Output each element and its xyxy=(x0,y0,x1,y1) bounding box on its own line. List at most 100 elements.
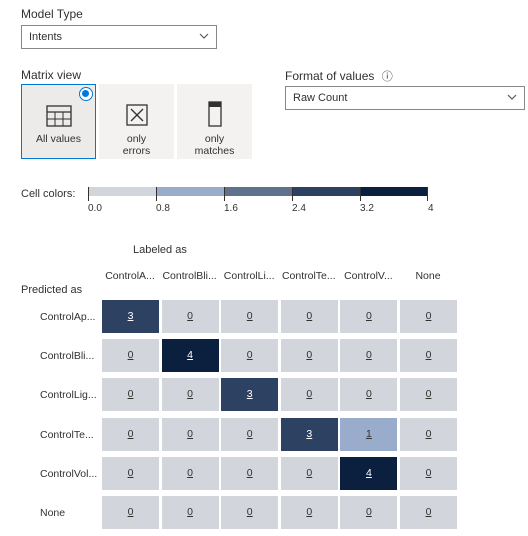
format-of-values-dropdown[interactable]: Raw Count xyxy=(285,86,525,110)
only-matches-line1: only xyxy=(204,133,225,145)
matrix-cell[interactable]: 3 xyxy=(102,300,159,333)
matrix-cell-value[interactable]: 0 xyxy=(246,310,253,322)
matrix-cell-value[interactable]: 3 xyxy=(306,427,313,440)
color-scale-swatch xyxy=(360,187,428,196)
matrix-cell[interactable]: 3 xyxy=(280,417,338,451)
matrix-cell[interactable]: 0 xyxy=(102,417,159,451)
matrix-cell[interactable]: 1 xyxy=(340,417,398,451)
matrix-cell[interactable]: 0 xyxy=(280,339,338,373)
matrix-cell[interactable]: 0 xyxy=(102,339,159,373)
matrix-view-label: Matrix view xyxy=(21,68,82,82)
matrix-cell-value[interactable]: 0 xyxy=(306,310,313,322)
matrix-cell[interactable]: 0 xyxy=(280,378,338,412)
matrix-cell-value[interactable]: 0 xyxy=(425,506,432,518)
all-values-option[interactable]: All values xyxy=(21,84,96,159)
model-type-dropdown[interactable]: Intents xyxy=(21,25,217,49)
matrix-cell-value[interactable]: 4 xyxy=(187,349,194,362)
matrix-cell[interactable]: 0 xyxy=(400,496,457,529)
matrix-cell-value[interactable]: 0 xyxy=(187,506,194,518)
matrix-cell-value[interactable]: 1 xyxy=(365,427,372,440)
matrix-cell[interactable]: 0 xyxy=(280,496,338,529)
matrix-cell-value[interactable]: 3 xyxy=(246,388,253,401)
matrix-cell-value[interactable]: 0 xyxy=(425,349,432,362)
matrix-cell[interactable]: 0 xyxy=(280,300,338,333)
matrix-cell[interactable]: 0 xyxy=(161,378,219,412)
row-header: ControlVol... xyxy=(40,467,98,480)
matrix-cell[interactable]: 0 xyxy=(161,496,219,529)
matrix-cell[interactable]: 4 xyxy=(340,456,398,490)
matrix-cell-value[interactable]: 0 xyxy=(365,349,372,362)
matrix-cell[interactable]: 0 xyxy=(102,496,159,529)
matrix-cell[interactable]: 0 xyxy=(400,456,457,490)
matrix-cell-value[interactable]: 0 xyxy=(127,388,134,401)
matrix-cell-value[interactable]: 0 xyxy=(425,388,432,401)
matrix-cell-value[interactable]: 0 xyxy=(306,506,313,518)
matrix-cell[interactable]: 0 xyxy=(102,378,159,412)
radio-selected-icon xyxy=(79,87,93,101)
matrix-cell[interactable]: 4 xyxy=(161,339,219,373)
matrix-cell[interactable]: 0 xyxy=(340,300,398,333)
matrix-cell[interactable]: 0 xyxy=(280,456,338,490)
matrix-cell[interactable]: 0 xyxy=(102,456,159,490)
matrix-cell-value[interactable]: 0 xyxy=(187,388,194,401)
matrix-cell[interactable]: 3 xyxy=(221,378,279,412)
format-of-values-value: Raw Count xyxy=(293,92,348,104)
matrix-cell-value[interactable]: 0 xyxy=(246,427,253,440)
color-scale-value: 0.0 xyxy=(88,203,102,214)
only-errors-line1: only xyxy=(126,133,147,145)
matrix-cell[interactable]: 0 xyxy=(400,378,457,412)
only-matches-option[interactable]: only matches xyxy=(177,84,252,159)
matrix-cell[interactable]: 0 xyxy=(400,339,457,373)
matrix-cell-value[interactable]: 0 xyxy=(246,466,253,479)
matrix-cell-value[interactable]: 0 xyxy=(306,349,313,362)
matrix-cell[interactable]: 0 xyxy=(221,300,279,333)
only-errors-option[interactable]: only errors xyxy=(99,84,174,159)
color-scale-tick xyxy=(360,187,361,201)
bar-icon xyxy=(207,101,222,127)
row-header: ControlLig... xyxy=(40,389,97,402)
matrix-cell[interactable]: 0 xyxy=(161,417,219,451)
info-icon[interactable]: ⓘ xyxy=(381,71,393,83)
row-header: ControlAp... xyxy=(40,311,96,323)
chevron-down-icon xyxy=(507,94,517,100)
color-scale-tick xyxy=(88,187,89,201)
matrix-cell-value[interactable]: 3 xyxy=(127,310,134,322)
matrix-cell-value[interactable]: 0 xyxy=(306,388,313,401)
matrix-cell[interactable]: 0 xyxy=(340,378,398,412)
color-scale-swatch xyxy=(88,187,156,196)
grid-icon xyxy=(45,105,72,127)
matrix-cell-value[interactable]: 0 xyxy=(187,310,194,322)
matrix-cell-value[interactable]: 0 xyxy=(127,506,134,518)
matrix-cell-value[interactable]: 0 xyxy=(187,427,194,440)
labeled-as-label: Labeled as xyxy=(133,244,187,256)
model-type-label: Model Type xyxy=(21,7,83,21)
matrix-cell[interactable]: 0 xyxy=(340,496,398,529)
matrix-cell[interactable]: 0 xyxy=(221,339,279,373)
matrix-cell-value[interactable]: 0 xyxy=(365,310,372,322)
color-scale-swatch xyxy=(224,187,292,196)
predicted-as-label: Predicted as xyxy=(21,284,83,296)
color-scale-swatch xyxy=(156,187,224,196)
matrix-cell-value[interactable]: 0 xyxy=(425,310,432,322)
matrix-cell-value[interactable]: 0 xyxy=(306,466,313,479)
matrix-cell[interactable]: 0 xyxy=(400,300,457,333)
matrix-cell-value[interactable]: 0 xyxy=(127,427,134,440)
matrix-cell[interactable]: 0 xyxy=(161,456,219,490)
matrix-cell[interactable]: 0 xyxy=(221,417,279,451)
matrix-cell-value[interactable]: 0 xyxy=(425,427,432,440)
matrix-cell-value[interactable]: 0 xyxy=(187,466,194,479)
matrix-cell[interactable]: 0 xyxy=(340,339,398,373)
matrix-cell[interactable]: 0 xyxy=(221,456,279,490)
matrix-cell-value[interactable]: 0 xyxy=(127,349,134,362)
matrix-cell-value[interactable]: 0 xyxy=(127,466,134,479)
matrix-cell-value[interactable]: 0 xyxy=(425,466,432,479)
matrix-cell-value[interactable]: 0 xyxy=(365,388,372,401)
matrix-cell[interactable]: 0 xyxy=(221,496,279,529)
matrix-cell-value[interactable]: 0 xyxy=(246,349,253,362)
matrix-cell-value[interactable]: 0 xyxy=(246,506,253,518)
matrix-cell-value[interactable]: 0 xyxy=(365,506,372,518)
matrix-cell-value[interactable]: 4 xyxy=(365,466,372,479)
matrix-cell[interactable]: 0 xyxy=(400,417,457,451)
color-scale-value: 1.6 xyxy=(224,203,238,214)
matrix-cell[interactable]: 0 xyxy=(161,300,219,333)
